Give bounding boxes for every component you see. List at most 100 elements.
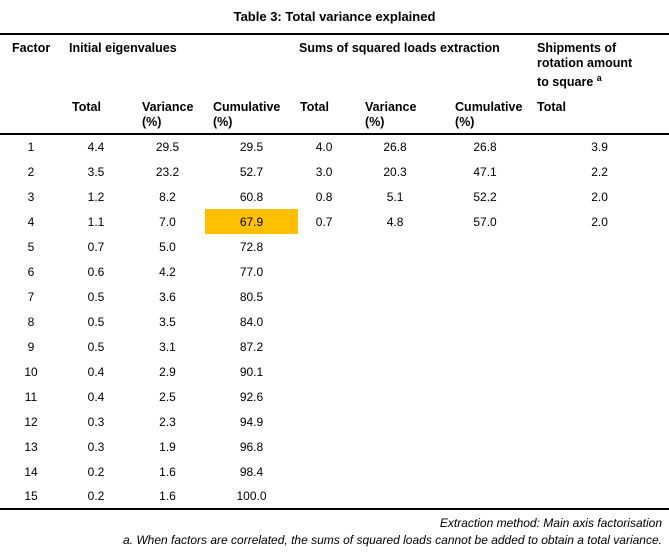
table-cell: 3.1: [159, 339, 176, 354]
table-cell: 26.8: [383, 140, 407, 154]
table-cell: 0.4: [87, 389, 105, 404]
table-cell: 100.0: [205, 484, 299, 510]
table-row: 2 3.5 23.2 52.7 3.0 20.3 47.1 2.2: [0, 159, 669, 184]
sub-header-label: Total: [72, 100, 101, 114]
table-cell: [440, 284, 530, 309]
table-cell: [350, 234, 440, 259]
table-cell: 0.5: [87, 314, 105, 329]
table-cell: 14: [24, 464, 38, 479]
table-cell: 52.7: [239, 164, 264, 179]
table-cell: 0.8: [315, 189, 333, 204]
table-cell: [298, 409, 350, 434]
sub-header-unit: (%): [365, 115, 385, 129]
rotation-header-label: Shipments of rotation amount to square: [537, 41, 633, 90]
table-cell: 4.2: [159, 264, 176, 279]
extraction-method-note: Extraction method: Main axis factorisati…: [439, 516, 662, 530]
table-cell: [298, 234, 350, 259]
table-cell: 94.9: [239, 414, 264, 429]
table-cell: 3.6: [159, 289, 176, 304]
table-cell: [298, 309, 350, 334]
table-cell: 2.2: [591, 164, 608, 179]
table-cell: 47.1: [473, 164, 497, 179]
table-cell: 3.9: [591, 140, 608, 154]
table-header: Factor Initial eigenvalues Sums of squar…: [0, 33, 669, 135]
table-footnotes: Extraction method: Main axis factorisati…: [0, 515, 669, 549]
table-cell: [440, 409, 530, 434]
table-cell: [350, 309, 440, 334]
table-cell: 77.0: [239, 264, 264, 279]
table-cell: [350, 459, 440, 484]
table-cell: 11: [24, 389, 38, 404]
table-cell: [440, 459, 530, 484]
sub-header-row: Total Variance (%) Cumulative (%) Total Va…: [0, 99, 669, 135]
table-cell: [440, 234, 530, 259]
sub-header-label: Variance: [142, 100, 194, 114]
table-cell: 5.1: [386, 189, 404, 204]
group-header-row: Factor Initial eigenvalues Sums of squar…: [0, 33, 669, 99]
table-cell: 29.5: [155, 140, 180, 154]
table-cell: 7: [27, 289, 35, 304]
table-row: 6 0.6 4.2 77.0: [0, 259, 669, 284]
table-row: 12 0.3 2.3 94.9: [0, 409, 669, 434]
table-cell: 10: [24, 364, 38, 379]
highlighted-cell: 67.9: [205, 209, 299, 234]
table-cell: 20.3: [383, 164, 407, 179]
table-row: 8 0.5 3.5 84.0: [0, 309, 669, 334]
table-cell: 92.6: [239, 389, 264, 404]
table-cell: 5: [27, 239, 35, 254]
table-cell: 60.8: [239, 189, 264, 204]
table-cell: 52.2: [473, 189, 497, 204]
table-cell: 4.0: [315, 140, 333, 154]
column-header-factor: Factor: [0, 33, 62, 99]
table-cell: [350, 434, 440, 459]
table-cell: [440, 384, 530, 409]
table-row: 3 1.2 8.2 60.8 0.8 5.1 52.2 2.0: [0, 184, 669, 209]
table-cell: 7.0: [159, 214, 176, 229]
footnote-marker-a: a: [596, 73, 602, 83]
table-cell: 0.2: [87, 464, 105, 479]
table-cell: 13: [24, 439, 38, 454]
table-cell: [530, 334, 669, 359]
spacer-cell: [0, 99, 62, 135]
table-cell: 80.5: [239, 289, 264, 304]
table-cell: 2.9: [159, 364, 176, 379]
table-cell: 4.4: [87, 140, 105, 154]
table-cell: 6: [27, 264, 35, 279]
table-cell: 87.2: [239, 339, 264, 354]
table-cell: 8: [27, 314, 35, 329]
table-row: 4 1.1 7.0 67.9 0.7 4.8 57.0 2.0: [0, 209, 669, 234]
table-cell: 8.2: [159, 189, 176, 204]
sub-header-unit: (%): [455, 115, 475, 129]
column-header-initial-variance: Variance (%): [130, 99, 205, 135]
table-cell: [350, 359, 440, 384]
table-cell: [350, 259, 440, 284]
sub-header-label: Cumulative: [213, 100, 281, 114]
column-header-extraction-variance: Variance (%): [350, 99, 441, 135]
table-cell: [298, 484, 351, 510]
table-row: 7 0.5 3.6 80.5: [0, 284, 669, 309]
table-cell: 3.0: [315, 164, 333, 179]
table-title: Table 3: Total variance explained: [233, 9, 436, 24]
column-header-initial-total: Total: [62, 99, 130, 135]
footnote-a: a. When factors are correlated, the sums…: [123, 533, 662, 547]
table-row: 5 0.7 5.0 72.8: [0, 234, 669, 259]
table-cell: 0.7: [87, 239, 105, 254]
column-group-initial-eigenvalues: Initial eigenvalues: [62, 33, 299, 99]
table-cell: [350, 384, 440, 409]
table-cell: 3.5: [87, 164, 105, 179]
table-row: 11 0.4 2.5 92.6: [0, 384, 669, 409]
table-cell: 0.6: [87, 264, 105, 279]
table-cell: [350, 484, 441, 510]
table-cell: 29.5: [239, 140, 264, 154]
table-cell: 57.0: [473, 214, 497, 229]
table-cell: [298, 359, 350, 384]
table-cell: [440, 359, 530, 384]
table-row: 15 0.2 1.6 100.0: [0, 484, 669, 510]
table-cell: [530, 309, 669, 334]
table-cell: 26.8: [473, 140, 497, 154]
sub-header-label: Total: [300, 100, 329, 114]
table-cell: [298, 259, 350, 284]
table-cell: 1.6: [130, 484, 205, 510]
table-cell: 90.1: [239, 364, 264, 379]
table-cell: 2: [27, 164, 35, 179]
